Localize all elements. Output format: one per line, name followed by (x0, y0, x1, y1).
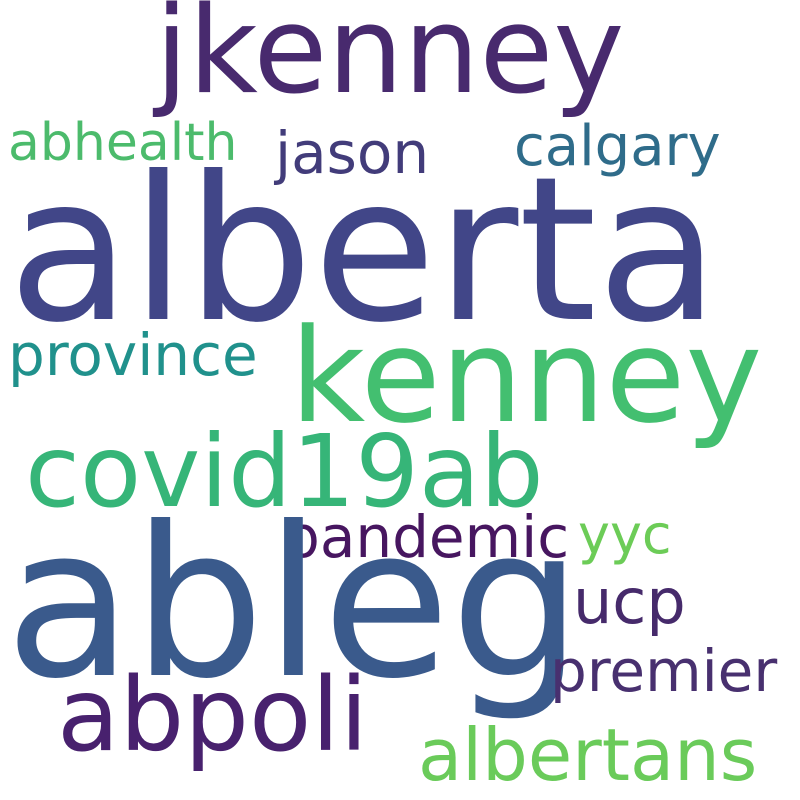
word-jason: jason (275, 119, 430, 187)
word-covid19ab: covid19ab (25, 413, 544, 530)
word-yyc: yyc (578, 503, 672, 566)
word-kenney: kenney (290, 300, 763, 452)
word-abpoli: abpoli (57, 656, 369, 775)
word-premier: premier (550, 637, 778, 705)
word-ucp: ucp (573, 565, 686, 638)
word-jkenney: jkenney (155, 0, 625, 121)
word-albertans: albertans (418, 713, 758, 797)
word-province: province (8, 321, 258, 389)
word-calgary: calgary (514, 114, 721, 179)
word-alberta: alberta (8, 134, 720, 367)
word-ableg: ableg (5, 483, 583, 725)
word-pandemic: pandemic (283, 503, 570, 571)
word-abhealth: abhealth (8, 113, 238, 173)
